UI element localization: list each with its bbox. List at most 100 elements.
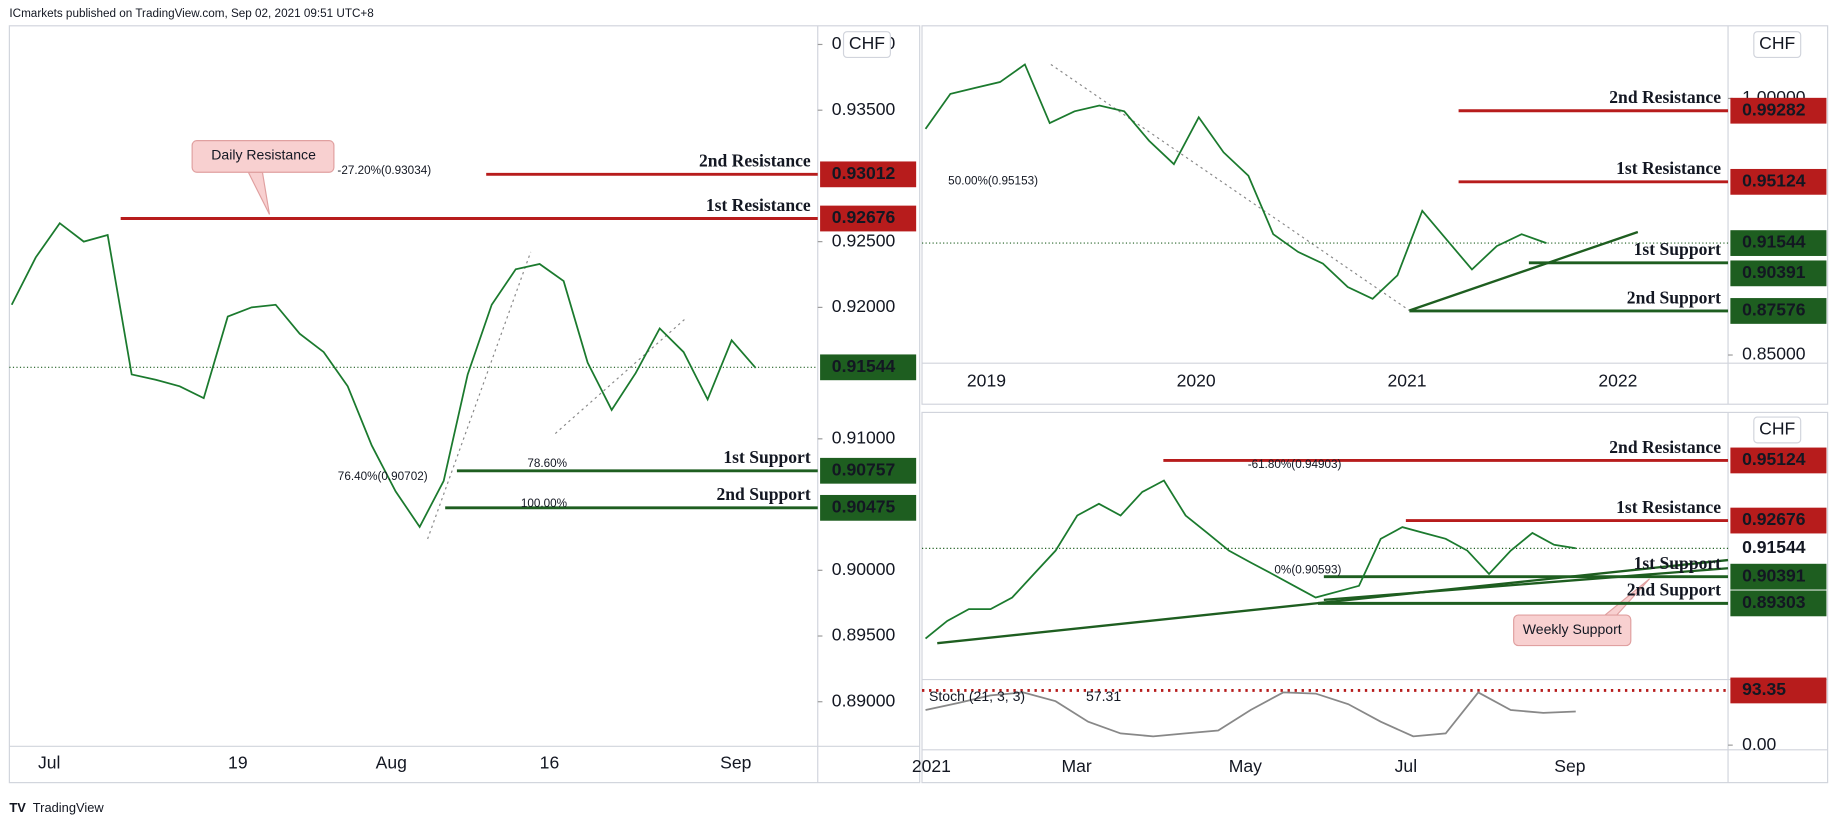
level-value: 0.87576	[1742, 300, 1806, 320]
currency: CHF	[1759, 419, 1795, 439]
currency-badge	[1753, 31, 1802, 59]
panel-frames	[8, 25, 1829, 784]
level-label: 2nd Resistance	[699, 151, 811, 171]
left-panel	[8, 25, 921, 784]
level-badge	[820, 457, 917, 484]
y-tick-label: 0.92500	[832, 230, 896, 250]
level-value: 0.99282	[1742, 99, 1806, 119]
level-value: 0.90391	[1742, 262, 1806, 282]
price-value: 0.91544	[832, 356, 896, 376]
x-tick-label: 2021	[1387, 371, 1426, 391]
level-label: 1st Support	[723, 447, 811, 467]
level-value: 0.92676	[1742, 509, 1806, 529]
level-label: 2nd Resistance	[1609, 87, 1721, 107]
x-tick-label: Mar	[1062, 756, 1092, 776]
daily-callout	[191, 140, 335, 215]
callout-box	[1513, 614, 1632, 647]
level-badge	[1730, 260, 1827, 287]
x-tick-label: 2019	[967, 371, 1006, 391]
x-tick-label: Aug	[376, 753, 407, 773]
x-tick-label: 2022	[1598, 371, 1637, 391]
level-badge	[1730, 168, 1827, 195]
weekly-callout	[1513, 578, 1650, 647]
level-badge	[820, 494, 917, 521]
x-tick-label: 16	[540, 753, 560, 773]
price-badge	[1730, 230, 1827, 256]
annotation: 100.00%	[521, 497, 567, 510]
y-tick-label: 0.00	[1742, 734, 1776, 754]
level-value: 0.93012	[832, 163, 896, 183]
annotation: 50.00%(0.95153)	[948, 175, 1038, 188]
annotation: Weekly Support	[1523, 621, 1622, 637]
x-tick-label: Jul	[38, 753, 60, 773]
trend-line	[937, 558, 1729, 645]
price-series	[10, 221, 757, 529]
level-value: 0.92676	[832, 207, 896, 227]
level-label: 2nd Support	[1627, 287, 1721, 307]
currency: CHF	[849, 33, 885, 53]
level-badge	[1730, 97, 1827, 124]
annotation: 78.60%	[527, 457, 567, 470]
price-series	[924, 479, 1576, 640]
x-tick-label: Sep	[1554, 756, 1585, 776]
y-tick-label: 0.85000	[1742, 344, 1806, 364]
y-tick-label: 0.89000	[832, 690, 896, 710]
level-value: 0.95124	[1742, 449, 1806, 469]
level-value: 0.95124	[1742, 170, 1806, 190]
price-value: 0.91544	[1742, 232, 1806, 252]
level-badge	[1730, 677, 1827, 704]
trend-line	[1323, 567, 1729, 602]
trend-lines	[937, 230, 1729, 645]
price-value: 0.91544	[1742, 537, 1806, 557]
annotation: -61.80%(0.94903)	[1248, 458, 1342, 471]
level-badge	[1730, 447, 1827, 474]
y-tick-label: 0.91000	[832, 427, 896, 447]
level-badge	[820, 161, 917, 188]
level-badge	[1730, 563, 1827, 590]
annotation: 0%(0.90593)	[1274, 564, 1341, 577]
y-tick-label: 0.92000	[832, 296, 896, 316]
level-label: 1st Support	[1634, 553, 1722, 573]
currency-badge	[842, 31, 891, 59]
x-tick-label: 19	[228, 753, 248, 773]
x-tick-label: 2020	[1177, 371, 1216, 391]
currency: CHF	[1759, 33, 1795, 53]
level-label: 2nd Support	[1627, 580, 1721, 600]
bottom-right-panel	[921, 411, 1829, 784]
annotation: -27.20%(0.93034)	[337, 164, 431, 177]
footer: TradingView	[33, 800, 105, 815]
price-series	[924, 63, 1547, 300]
indicator-value: 57.31	[1086, 688, 1121, 704]
level-label: 2nd Resistance	[1609, 437, 1721, 457]
level-label: 1st Resistance	[706, 195, 811, 215]
level-badge	[1730, 507, 1827, 534]
level-value: 0.90391	[1742, 565, 1806, 585]
x-tick-label: Jul	[1395, 756, 1417, 776]
level-label: 2nd Support	[717, 484, 811, 504]
level-label: 1st Resistance	[1616, 497, 1721, 517]
y-tick-label: 0.90000	[832, 559, 896, 579]
annotation: 76.40%(0.90702)	[338, 470, 428, 483]
annotation: Daily Resistance	[211, 147, 316, 163]
level-badge	[820, 205, 917, 232]
level-badge	[1730, 590, 1827, 617]
trend-line	[1409, 230, 1639, 312]
x-tick-label: May	[1229, 756, 1262, 776]
header: ICmarkets published on TradingView.com, …	[9, 7, 373, 20]
indicator-title: Stoch (21, 3, 3)	[929, 688, 1025, 704]
y-tick-label: 0.89500	[832, 625, 896, 645]
x-tick-label: 2021	[912, 756, 951, 776]
level-value: 0.90475	[832, 496, 896, 516]
price-badge	[820, 354, 917, 381]
currency-badge	[1753, 416, 1802, 444]
price-series	[925, 691, 1576, 738]
level-value: 0.90757	[832, 459, 895, 479]
fib-lines	[427, 63, 1410, 540]
y-tick-label: 0.93500	[832, 99, 896, 119]
logo: TV	[9, 800, 26, 815]
level-value: 93.35	[1742, 679, 1786, 699]
price-badge	[1730, 535, 1827, 562]
level-label: 1st Resistance	[1616, 158, 1721, 178]
